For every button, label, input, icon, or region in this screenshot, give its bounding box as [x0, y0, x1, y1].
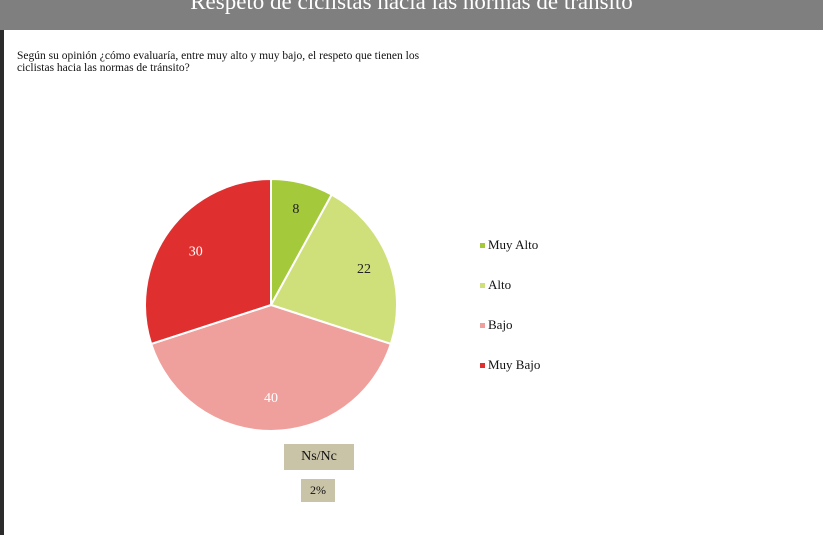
pie-slice-muy-bajo: [144, 177, 272, 346]
slice-label-alto: 22: [357, 262, 371, 277]
legend-label: Muy Bajo: [488, 357, 541, 372]
nsnc-value: 2%: [301, 479, 335, 502]
survey-question: Según su opinión ¿cómo evaluaría, entre …: [17, 50, 420, 74]
chart-title: Respeto de ciclistas hacia las normas de…: [190, 0, 633, 14]
legend-swatch: [480, 282, 485, 288]
pie-slice-bajo: [149, 303, 393, 432]
legend-item-alto: Alto: [480, 277, 511, 293]
legend-label: Alto: [488, 277, 512, 292]
legend-label: Muy Alto: [488, 237, 539, 252]
legend-swatch: [480, 322, 485, 328]
window-edge: [0, 30, 4, 535]
slice-label-muy-alto: 8: [292, 202, 299, 217]
legend-item-muy-alto: Muy Alto: [480, 237, 538, 253]
slice-label-muy-bajo: 30: [189, 244, 203, 259]
legend-item-bajo: Bajo: [480, 317, 513, 333]
slice-label-bajo: 40: [264, 391, 278, 406]
legend-swatch: [480, 242, 485, 248]
nsnc-label: Ns/Nc: [284, 444, 354, 470]
legend-item-muy-bajo: Muy Bajo: [480, 357, 540, 373]
legend-label: Bajo: [488, 317, 513, 332]
pie-slice-alto: [269, 193, 398, 346]
title-bar: Respeto de ciclistas hacia las normas de…: [0, 0, 823, 30]
legend-swatch: [480, 362, 485, 368]
